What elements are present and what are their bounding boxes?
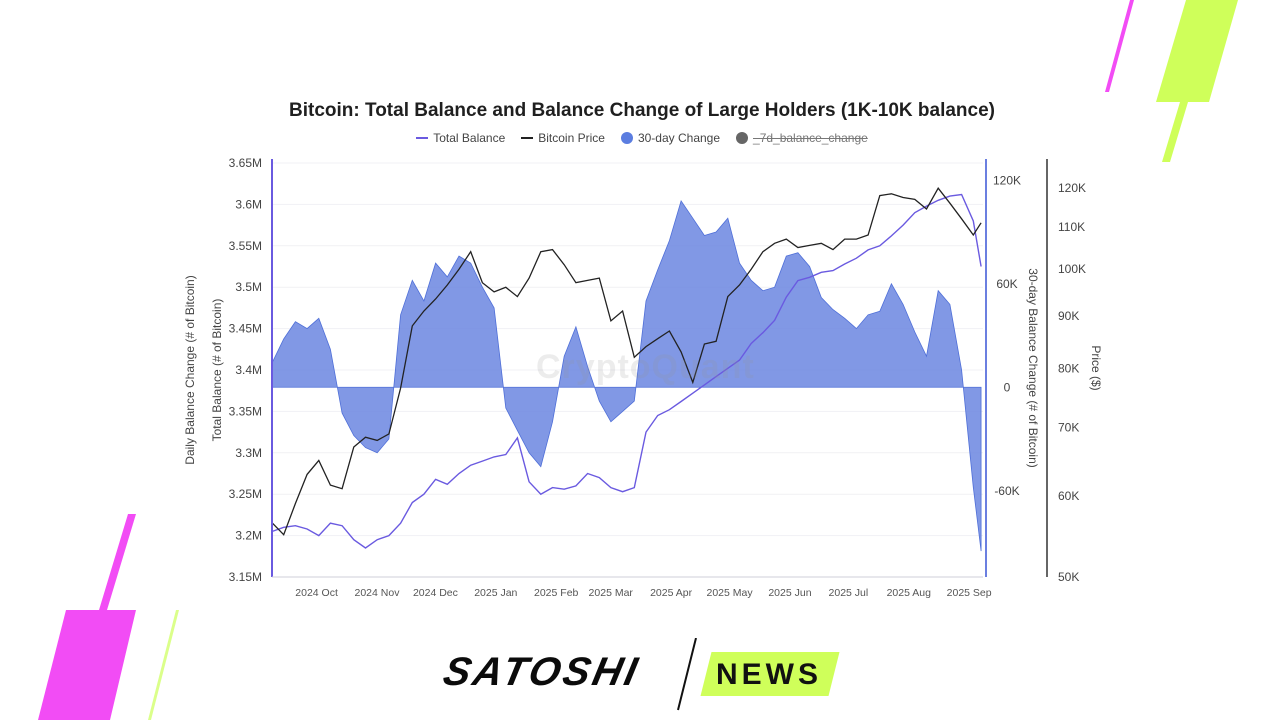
right-30d-tick-label: -60K bbox=[994, 484, 1019, 498]
legend-label: Total Balance bbox=[433, 131, 506, 145]
x-tick-label: 2025 Jun bbox=[768, 587, 811, 599]
x-tick-label: 2025 May bbox=[706, 587, 753, 599]
left-tick-label: 3.65M bbox=[229, 156, 262, 170]
magenta-line-top bbox=[1105, 0, 1134, 92]
left-tick-label: 3.25M bbox=[229, 487, 262, 501]
legend-30-day-change[interactable]: 30-day Change bbox=[620, 131, 721, 145]
series-total-balance-line bbox=[271, 193, 982, 549]
right-30d-tick-label: 0 bbox=[1004, 380, 1011, 394]
left-tick-label: 3.5M bbox=[235, 280, 262, 294]
x-tick-label: 2025 Apr bbox=[650, 587, 693, 599]
right-axis-title-price: Price ($) bbox=[1089, 345, 1103, 390]
right-price-tick-label: 100K bbox=[1058, 262, 1086, 276]
left-tick-label: 3.15M bbox=[229, 570, 262, 584]
legend-label: Bitcoin Price bbox=[538, 131, 605, 145]
legend-label: 30-day Change bbox=[637, 131, 721, 145]
legend-total-balance[interactable]: Total Balance bbox=[416, 131, 505, 145]
right-30d-tick-label: 120K bbox=[993, 173, 1021, 187]
legend-bitcoin-price[interactable]: Bitcoin Price bbox=[521, 131, 605, 145]
x-tick-label: 2024 Nov bbox=[355, 587, 401, 599]
right-axis-title-30d: 30-day Balance Change (# of Bitcoin) bbox=[1026, 268, 1040, 467]
x-tick-label: 2025 Mar bbox=[589, 587, 634, 599]
x-tick-label: 2025 Aug bbox=[887, 587, 932, 599]
x-tick-label: 2025 Feb bbox=[534, 587, 579, 599]
left-axis-title-outer: Daily Balance Change (# of Bitcoin) bbox=[183, 275, 197, 464]
x-tick-label: 2024 Oct bbox=[295, 587, 338, 599]
left-tick-label: 3.4M bbox=[235, 363, 262, 377]
left-tick-label: 3.3M bbox=[235, 446, 262, 460]
legend-swatch bbox=[620, 132, 633, 144]
x-tick-label: 2025 Jan bbox=[474, 587, 517, 599]
x-tick-label: 2025 Sep bbox=[947, 587, 992, 599]
chart-legend: Total Balance Bitcoin Price 30-day Chang… bbox=[0, 131, 1280, 145]
left-tick-label: 3.55M bbox=[229, 239, 262, 253]
x-tick-label: 2024 Dec bbox=[413, 587, 458, 599]
x-tick-label: 2025 Jul bbox=[829, 587, 869, 599]
lime-stripe-top bbox=[1156, 0, 1238, 102]
right-price-tick-label: 90K bbox=[1058, 309, 1079, 323]
series-30-day-change-area bbox=[271, 199, 982, 552]
magenta-block-bottom bbox=[38, 610, 136, 720]
right-price-tick-label: 60K bbox=[1058, 489, 1079, 503]
watermark: CryptoQuant bbox=[536, 348, 755, 386]
right-price-tick-label: 50K bbox=[1058, 570, 1079, 584]
legend-7d-balance-change[interactable]: _7d_balance_change bbox=[736, 131, 868, 145]
left-axis-title-inner: Total Balance (# of Bitcoin) bbox=[210, 299, 224, 442]
left-tick-label: 3.35M bbox=[229, 404, 262, 418]
brand-divider bbox=[677, 638, 697, 711]
legend-swatch bbox=[521, 137, 534, 139]
right-30d-tick-label: 60K bbox=[996, 277, 1017, 291]
legend-label: _7d_balance_change bbox=[753, 131, 868, 145]
magenta-stripe-bottom bbox=[99, 514, 136, 610]
brand-name: SATOSHI bbox=[439, 650, 644, 694]
brand-tag: NEWS bbox=[716, 658, 822, 691]
left-tick-label: 3.2M bbox=[235, 529, 262, 543]
right-price-tick-label: 110K bbox=[1058, 220, 1085, 234]
series-bitcoin-price-line bbox=[271, 187, 982, 536]
lime-line-bottom bbox=[148, 610, 179, 720]
right-price-tick-label: 70K bbox=[1058, 421, 1079, 435]
right-price-tick-label: 120K bbox=[1058, 181, 1086, 195]
right-price-tick-label: 80K bbox=[1058, 361, 1079, 375]
legend-swatch bbox=[736, 132, 749, 144]
chart-title: Bitcoin: Total Balance and Balance Chang… bbox=[289, 100, 995, 121]
brand-logo: SATOSHI NEWS bbox=[439, 638, 844, 711]
lime-thin-stripe-top bbox=[1162, 102, 1188, 162]
left-tick-label: 3.6M bbox=[235, 197, 262, 211]
left-tick-label: 3.45M bbox=[229, 322, 262, 336]
legend-swatch bbox=[416, 137, 429, 139]
